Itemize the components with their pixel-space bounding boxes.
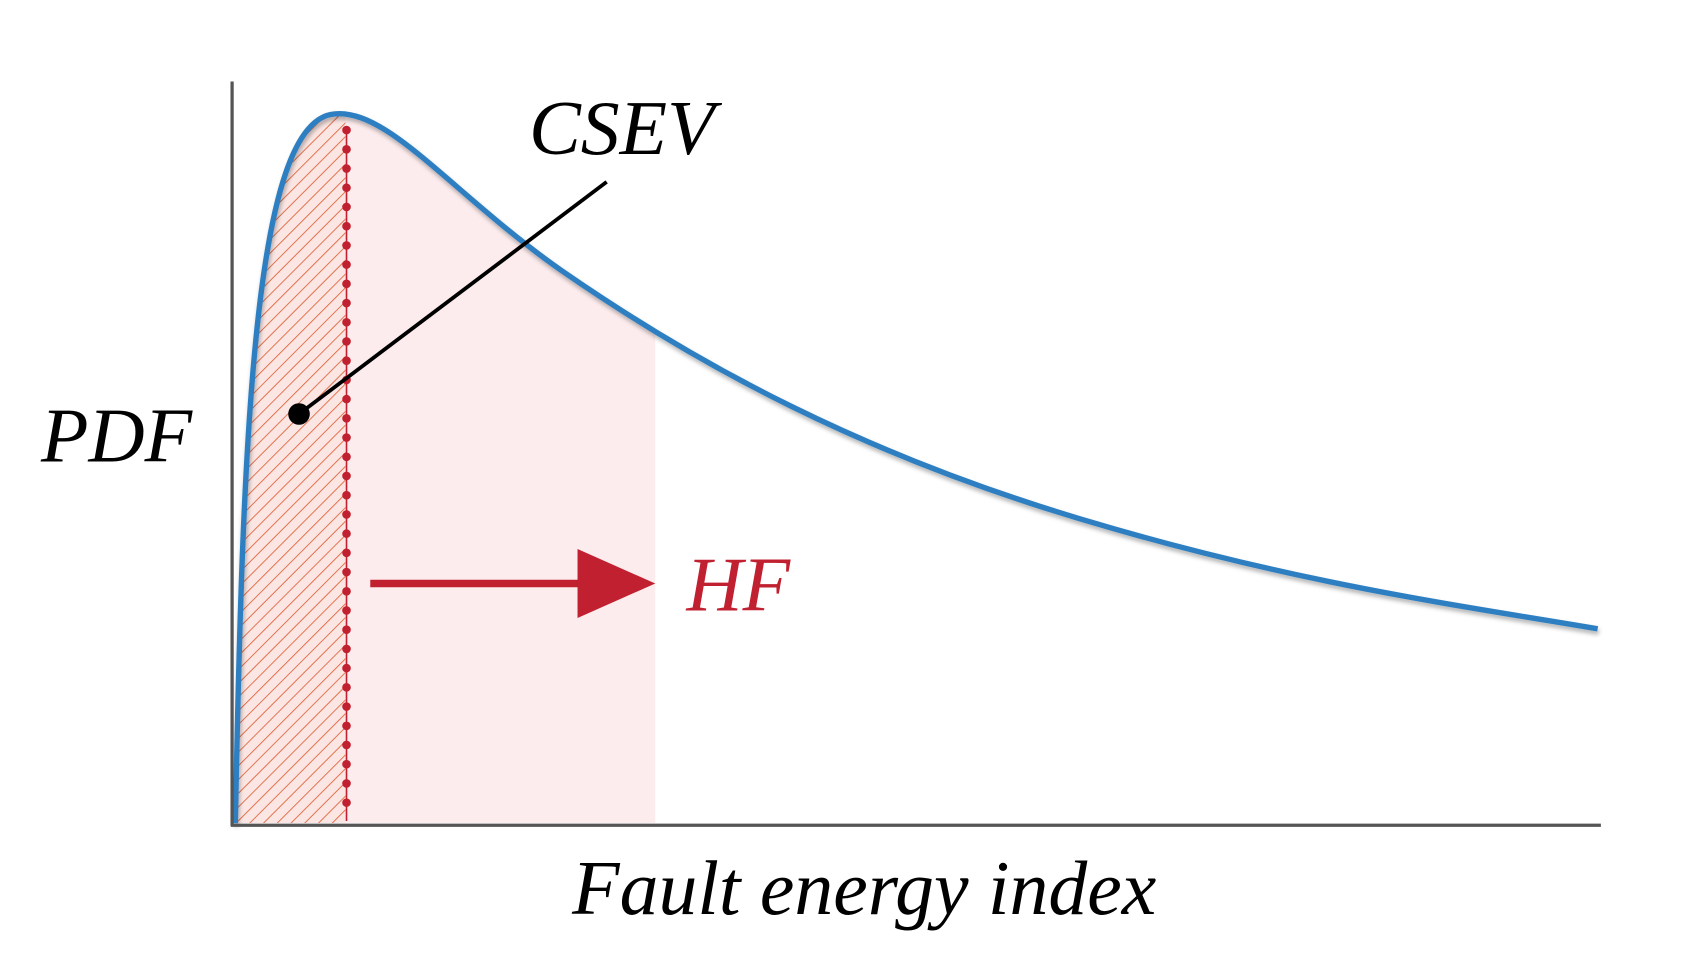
x-axis-label: Fault energy index — [571, 845, 1156, 931]
csev-label: CSEV — [529, 85, 722, 171]
pdf-curve — [232, 111, 1599, 824]
y-axis-label: PDF — [40, 393, 194, 479]
hf-label: HF — [686, 541, 792, 627]
arrow-head — [577, 548, 656, 619]
hf-region — [345, 113, 656, 824]
leader-dot — [288, 403, 310, 425]
leader-line — [297, 180, 608, 416]
shaded-regions — [235, 113, 656, 824]
